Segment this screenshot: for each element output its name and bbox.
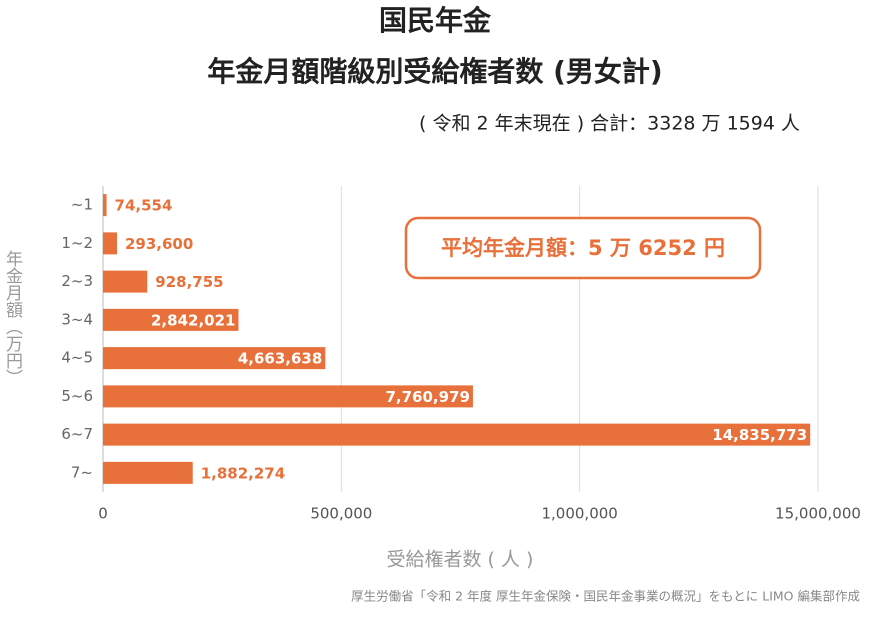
y-tick-label: 4~5 <box>61 349 93 367</box>
value-label: 2,842,021 <box>151 311 235 329</box>
y-tick-label: 1~2 <box>61 234 93 252</box>
source-note: 厚生労働省「令和 2 年度 厚生年金保険・国民年金事業の概況」をもとに LIMO… <box>351 589 860 604</box>
value-label: 74,554 <box>115 197 173 215</box>
value-label: 928,755 <box>155 273 223 291</box>
y-tick-label: 7~ <box>71 463 93 481</box>
chart-subtitle2: ( 令和 2 年末現在 ) 合計：3328 万 1594 人 <box>419 113 800 135</box>
x-tick-label: 15,000,000 <box>775 505 861 523</box>
value-label: 7,760,979 <box>385 388 469 406</box>
bar <box>103 194 107 217</box>
annotation-box <box>404 216 762 280</box>
y-tick-label: 6~7 <box>61 425 93 443</box>
value-label: 293,600 <box>125 235 193 253</box>
bar <box>103 308 239 331</box>
bar <box>103 423 811 446</box>
x-axis-label: 受給権者数 ( 人 ) <box>387 549 534 571</box>
bar <box>103 461 193 484</box>
bar <box>103 347 326 370</box>
chart-subtitle: 年金月額階級別受給権者数 (男女計) <box>207 55 662 88</box>
x-tick-label: 0 <box>98 505 108 523</box>
y-axis-label: 年金月額（万円） <box>2 250 23 386</box>
x-tick-label: 1,000,000 <box>541 505 617 523</box>
value-label: 4,663,638 <box>238 350 322 368</box>
annotation: 平均年金月額：5 万 6252 円 <box>441 236 725 260</box>
value-label: 1,882,274 <box>201 464 285 482</box>
y-tick-label: 2~3 <box>61 272 93 290</box>
y-tick-label: 5~6 <box>61 387 93 405</box>
bar <box>103 232 117 255</box>
chart-title: 国民年金 <box>379 4 492 37</box>
y-tick-label: 3~4 <box>61 310 93 328</box>
y-tick-label: ~1 <box>71 196 93 214</box>
bar <box>103 270 148 293</box>
value-label: 14,835,773 <box>712 426 807 444</box>
x-tick-label: 500,000 <box>310 505 372 523</box>
bar <box>103 385 473 408</box>
